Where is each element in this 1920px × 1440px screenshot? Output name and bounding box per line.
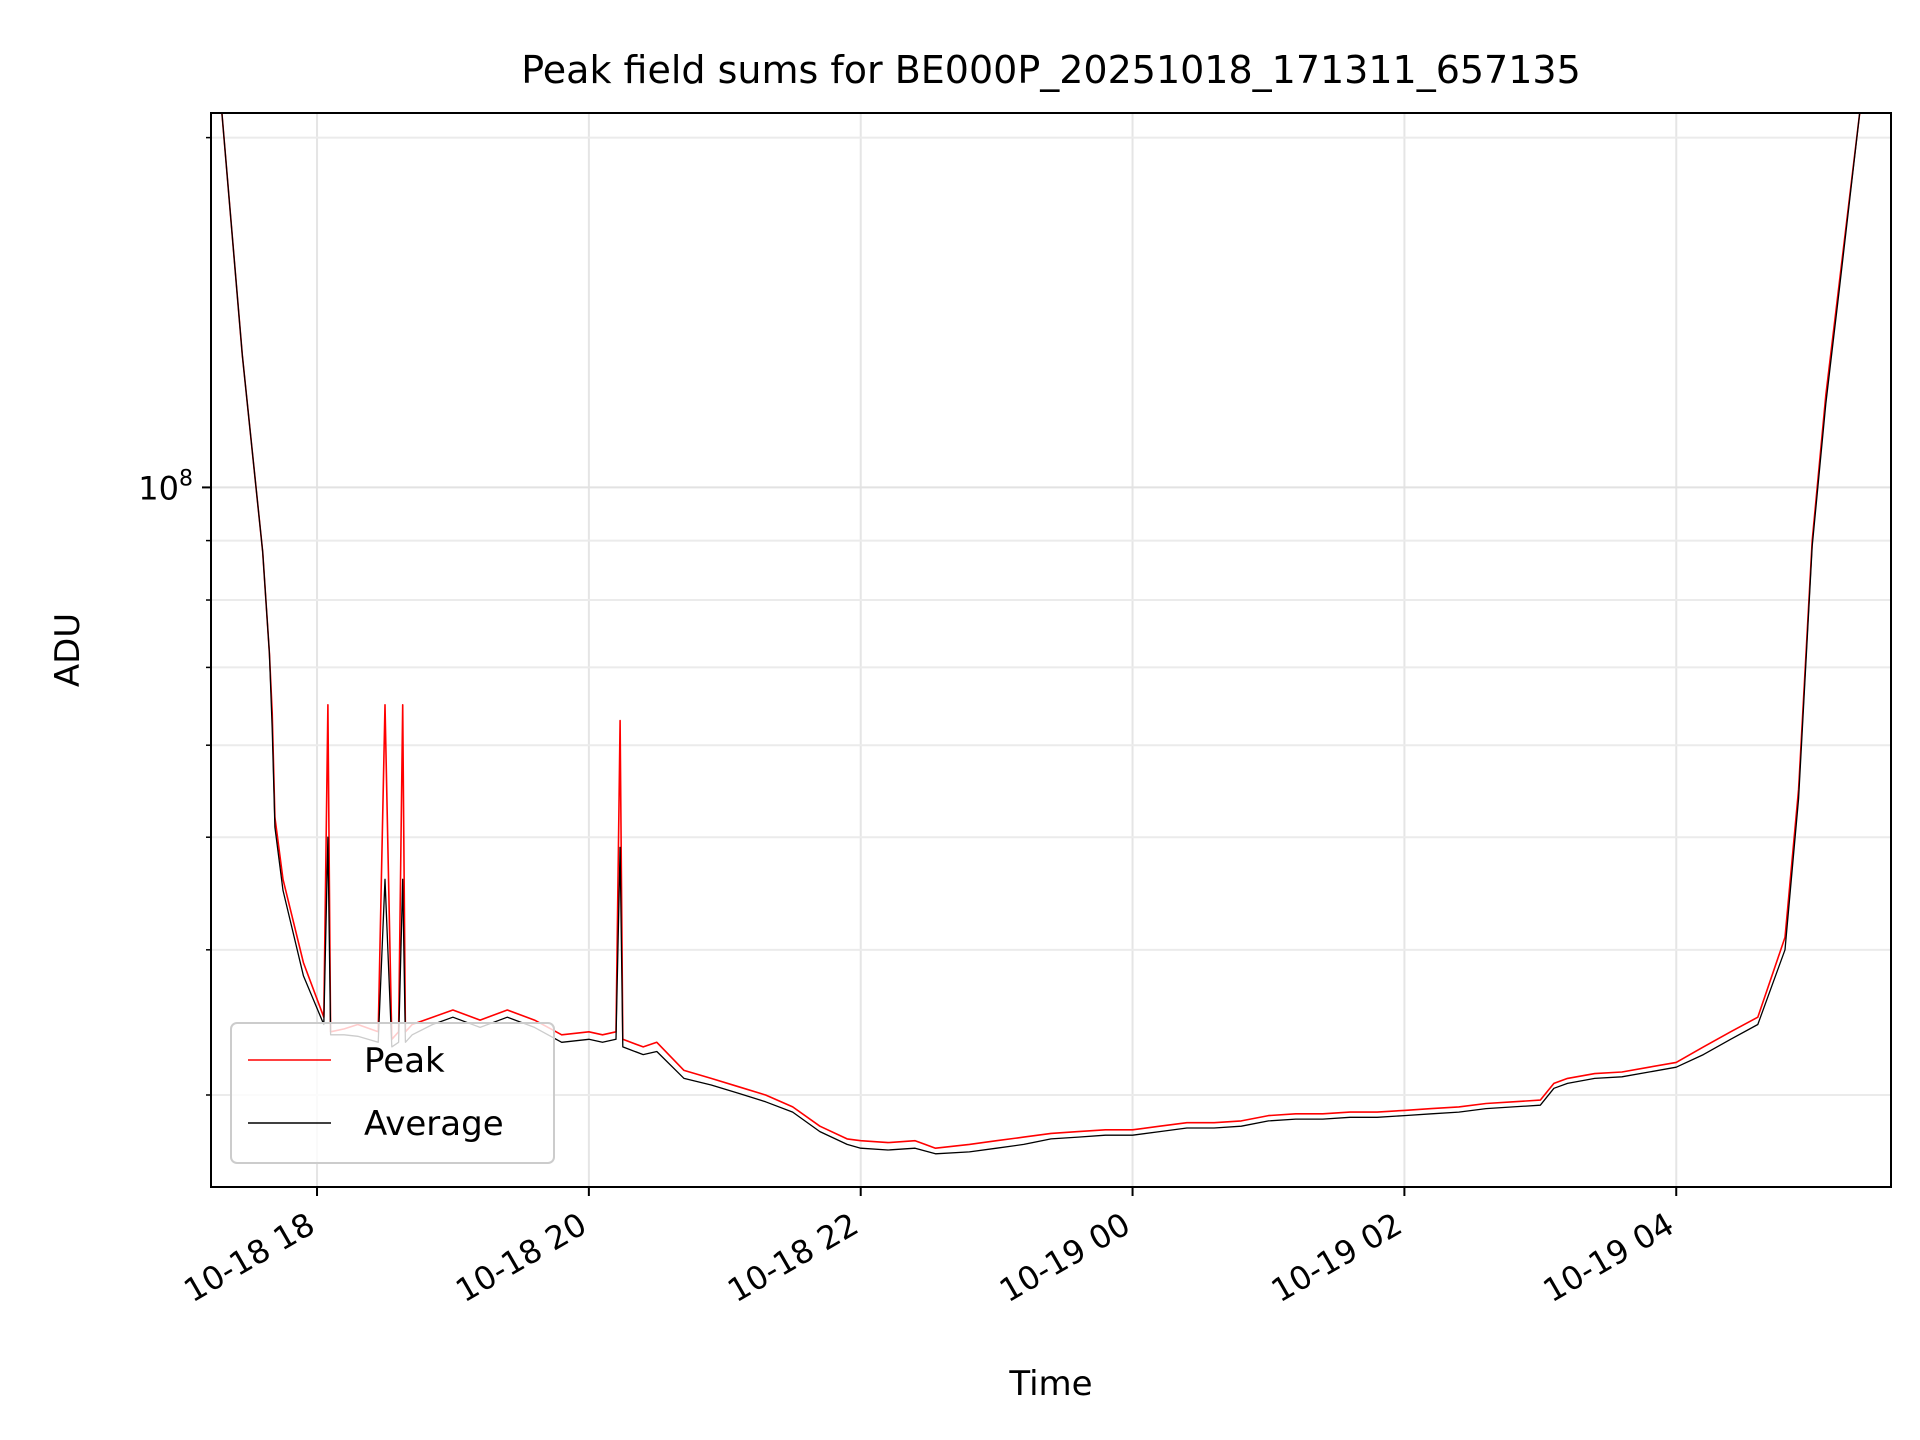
y-axis-label: ADU xyxy=(48,613,88,687)
x-axis-label: Time xyxy=(1008,1364,1092,1404)
chart-title: Peak field sums for BE000P_20251018_1713… xyxy=(521,48,1581,92)
grid xyxy=(211,113,1891,1187)
plot-frame xyxy=(210,112,1892,1188)
series-layer xyxy=(221,113,1874,1155)
legend-peak-label: Peak xyxy=(364,1041,445,1081)
series-average-line xyxy=(221,113,1874,1155)
y-axis: 108 xyxy=(138,136,211,1096)
y-tick-label: 108 xyxy=(138,466,193,507)
legend: Peak Average xyxy=(230,1022,555,1164)
series-peak-line xyxy=(221,113,1874,1149)
legend-box xyxy=(230,1022,555,1164)
legend-average-label: Average xyxy=(364,1104,504,1144)
